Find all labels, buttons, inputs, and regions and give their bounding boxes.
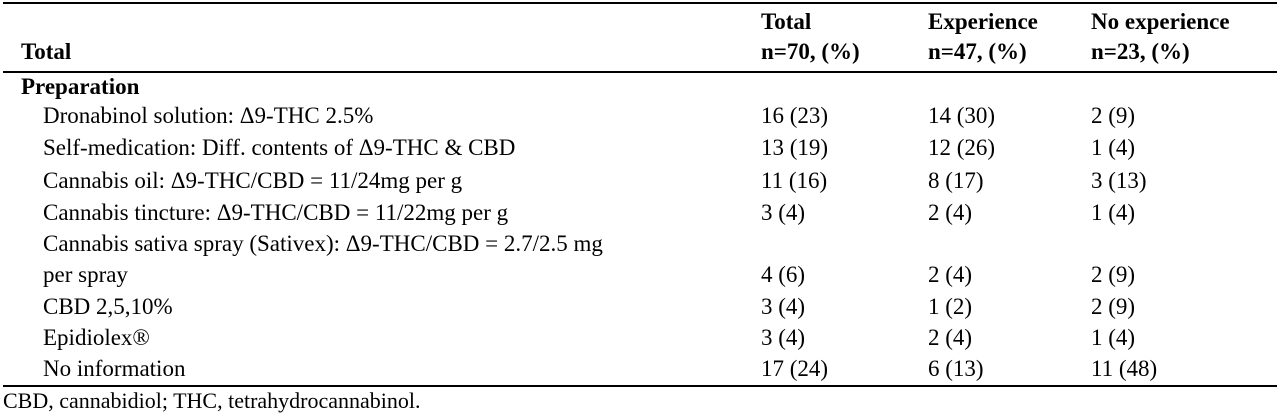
row-total: 4 (6) [761, 262, 806, 287]
table-row: per spray 4 (6) 2 (4) 2 (9) [0, 261, 1280, 289]
row-label: Cannabis oil: Δ9-THC/CBD = 11/24mg per g [43, 168, 463, 193]
row-label: Epidiolex® [43, 325, 150, 350]
table-row: Cannabis tincture: Δ9-THC/CBD = 11/22mg … [0, 199, 1280, 227]
row-no-experience: 11 (48) [1091, 356, 1158, 381]
table-bottom-rule [3, 385, 1277, 387]
row-label: Cannabis sativa spray (Sativex): Δ9-THC/… [43, 231, 603, 256]
row-total: 3 (4) [761, 294, 806, 319]
header-total-title: Total [761, 9, 812, 34]
table-footnote: CBD, cannabidiol; THC, tetrahydrocannabi… [3, 388, 421, 413]
table-top-rule [3, 2, 1277, 4]
row-label: Self-medication: Diff. contents of Δ9-TH… [43, 135, 516, 160]
row-experience: 8 (17) [928, 168, 984, 193]
row-experience: 6 (13) [928, 356, 984, 381]
row-label: No information [43, 356, 186, 381]
table-row: Dronabinol solution: Δ9-THC 2.5% 16 (23)… [0, 102, 1280, 130]
row-experience: 12 (26) [928, 135, 996, 160]
table-row: Cannabis sativa spray (Sativex): Δ9-THC/… [0, 230, 1280, 258]
row-label: Cannabis tincture: Δ9-THC/CBD = 11/22mg … [43, 200, 509, 225]
header-col-label: Total [21, 39, 72, 64]
row-experience: 2 (4) [928, 325, 973, 350]
header-no-experience-title: No experience [1091, 9, 1230, 34]
row-label: per spray [43, 262, 128, 287]
row-label: Dronabinol solution: Δ9-THC 2.5% [43, 103, 374, 128]
table-row: CBD 2,5,10% 3 (4) 1 (2) 2 (9) [0, 293, 1280, 321]
table-row: Self-medication: Diff. contents of Δ9-TH… [0, 134, 1280, 162]
row-total: 16 (23) [761, 103, 829, 128]
row-total: 11 (16) [761, 168, 828, 193]
row-no-experience: 1 (4) [1091, 200, 1136, 225]
row-no-experience: 1 (4) [1091, 325, 1136, 350]
header-no-experience-n: n=23, (%) [1091, 39, 1190, 64]
row-total: 3 (4) [761, 200, 806, 225]
table-row: Epidiolex® 3 (4) 2 (4) 1 (4) [0, 324, 1280, 352]
row-experience: 2 (4) [928, 200, 973, 225]
row-no-experience: 2 (9) [1091, 103, 1136, 128]
table-header-rule [3, 71, 1277, 73]
table-row: No information 17 (24) 6 (13) 11 (48) [0, 355, 1280, 383]
header-total-n: n=70, (%) [761, 39, 860, 64]
header-experience-n: n=47, (%) [928, 39, 1027, 64]
header-experience-title: Experience [928, 9, 1038, 34]
row-no-experience: 2 (9) [1091, 294, 1136, 319]
row-no-experience: 3 (13) [1091, 168, 1147, 193]
section-label-preparation: Preparation [21, 74, 140, 99]
row-no-experience: 1 (4) [1091, 135, 1136, 160]
row-experience: 1 (2) [928, 294, 973, 319]
row-total: 17 (24) [761, 356, 829, 381]
row-no-experience: 2 (9) [1091, 262, 1136, 287]
row-experience: 14 (30) [928, 103, 996, 128]
row-experience: 2 (4) [928, 262, 973, 287]
table-row: Cannabis oil: Δ9-THC/CBD = 11/24mg per g… [0, 167, 1280, 195]
row-total: 3 (4) [761, 325, 806, 350]
row-label: CBD 2,5,10% [43, 294, 173, 319]
row-total: 13 (19) [761, 135, 829, 160]
